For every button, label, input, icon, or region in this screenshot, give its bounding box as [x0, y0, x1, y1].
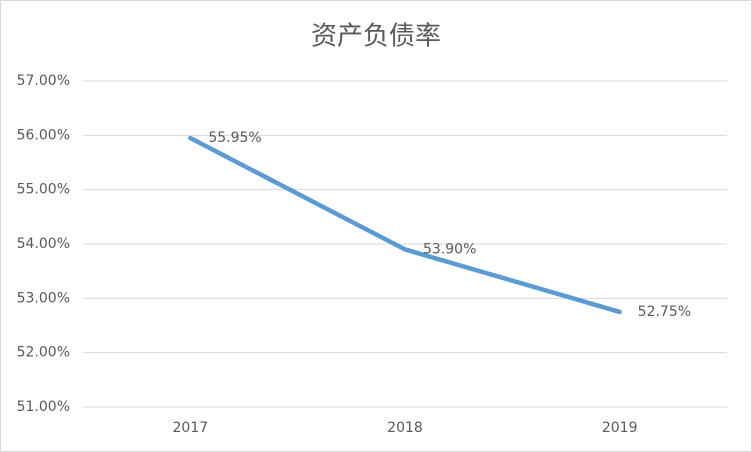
chart-title: 资产负债率 [311, 22, 441, 52]
y-tick-label: 57.00% [17, 73, 70, 89]
line [188, 135, 622, 315]
y-tick-label: 51.00% [17, 399, 70, 415]
y-tick-label: 52.00% [17, 345, 70, 361]
x-tick-label: 2017 [173, 420, 209, 436]
data-label: 52.75% [638, 304, 691, 320]
y-tick-label: 56.00% [17, 127, 70, 143]
y-tick-label: 54.00% [17, 236, 70, 252]
y-tick-label: 53.00% [17, 290, 70, 306]
data-label: 53.90% [423, 241, 476, 257]
data-label: 55.95% [208, 130, 261, 146]
x-tick-label: 2018 [387, 420, 423, 436]
x-tick-label: 2019 [602, 420, 638, 436]
y-tick-label: 55.00% [17, 182, 70, 198]
